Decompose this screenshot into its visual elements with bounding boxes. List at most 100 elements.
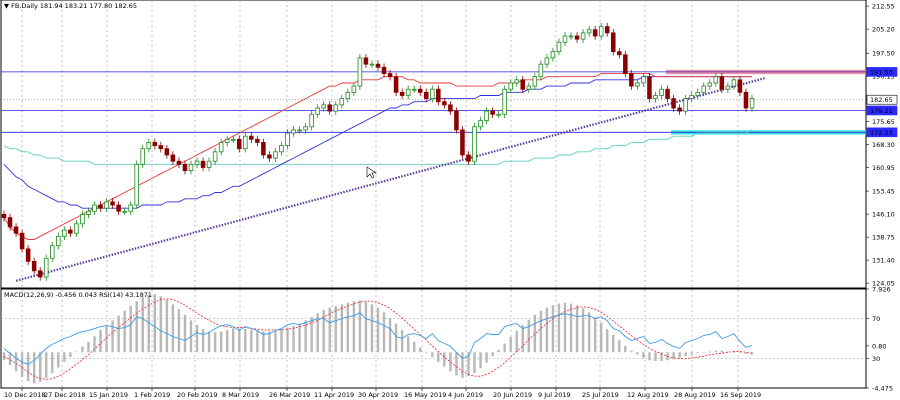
macd-histogram-bar bbox=[419, 347, 422, 353]
candle bbox=[550, 51, 556, 59]
mouse-cursor-icon bbox=[366, 166, 377, 179]
candle bbox=[327, 104, 333, 112]
candle bbox=[369, 63, 375, 66]
candle bbox=[134, 163, 139, 206]
candle bbox=[442, 101, 447, 106]
indicator-pane-frame bbox=[0, 288, 867, 389]
candle bbox=[707, 82, 713, 87]
macd-histogram-bar bbox=[63, 352, 66, 362]
price-tick-label: 190.15 bbox=[872, 73, 895, 81]
candle bbox=[749, 98, 755, 109]
macd-histogram-bar bbox=[69, 352, 72, 358]
macd-histogram-bar bbox=[738, 352, 742, 354]
candle bbox=[502, 88, 507, 115]
date-label: 20 Jun 2019 bbox=[493, 391, 532, 399]
candle bbox=[236, 138, 242, 150]
macd-histogram-bar bbox=[569, 303, 573, 353]
macd-histogram-bar bbox=[394, 323, 398, 353]
macd-histogram-bar bbox=[406, 336, 410, 353]
date-label: 10 Dec 2018 bbox=[4, 391, 46, 399]
candle bbox=[496, 113, 501, 116]
macd-histogram-bar bbox=[316, 313, 319, 353]
candle bbox=[586, 29, 592, 34]
candle bbox=[731, 79, 737, 87]
date-label: 26 Mar 2019 bbox=[269, 391, 310, 399]
macd-histogram-bar bbox=[123, 310, 126, 353]
macd-histogram-bar bbox=[624, 345, 627, 353]
macd-histogram-bar bbox=[382, 312, 386, 353]
macd-histogram-bar bbox=[14, 352, 18, 372]
candle bbox=[122, 210, 127, 213]
macd-histogram-bar bbox=[684, 352, 687, 357]
date-label: 25 Jul 2019 bbox=[582, 391, 619, 399]
candle bbox=[363, 57, 369, 65]
macd-histogram-bar bbox=[618, 340, 621, 353]
macd-histogram-bar bbox=[177, 309, 181, 353]
macd-histogram-bar bbox=[32, 352, 36, 384]
macd-histogram-bar bbox=[714, 350, 718, 353]
macd-histogram-bar bbox=[654, 352, 657, 362]
candle bbox=[743, 91, 749, 109]
candle bbox=[725, 85, 731, 90]
indicator-tick-label: 0.80 bbox=[872, 342, 886, 350]
candle bbox=[68, 229, 73, 234]
macd-histogram-bar bbox=[135, 301, 138, 353]
candle bbox=[333, 104, 339, 112]
candle bbox=[13, 226, 19, 234]
candle bbox=[170, 154, 176, 162]
price-tick-label: 212.55 bbox=[872, 3, 895, 11]
price-tick-label: 146.10 bbox=[872, 211, 895, 219]
candle bbox=[49, 245, 55, 259]
candle bbox=[98, 204, 103, 209]
macd-histogram-bar bbox=[557, 303, 561, 353]
candle bbox=[556, 41, 562, 53]
macd-histogram-bar bbox=[479, 352, 482, 369]
candle bbox=[737, 79, 743, 93]
candle bbox=[152, 142, 158, 146]
candle bbox=[37, 270, 43, 278]
candle bbox=[243, 135, 248, 150]
date-label: 15 Jan 2019 bbox=[89, 391, 128, 399]
macd-histogram-bar bbox=[503, 343, 506, 353]
candle bbox=[315, 107, 320, 115]
macd-histogram-bar bbox=[696, 352, 699, 354]
candle bbox=[466, 154, 471, 162]
date-label: 11 Apr 2019 bbox=[314, 391, 354, 399]
macd-histogram-bar bbox=[87, 341, 90, 353]
macd-histogram-bar bbox=[286, 327, 289, 353]
macd-histogram-bar bbox=[485, 352, 488, 363]
candle bbox=[562, 35, 568, 43]
macd-histogram-bar bbox=[26, 352, 30, 382]
date-label: 20 Feb 2019 bbox=[177, 391, 217, 399]
candle bbox=[544, 57, 550, 65]
candle bbox=[641, 76, 646, 84]
price-tick-label: 138.75 bbox=[872, 234, 895, 242]
macd-histogram-bar bbox=[587, 312, 591, 353]
indicator-tick-label: -4.475 bbox=[872, 385, 893, 393]
date-label: 27 Dec 2018 bbox=[44, 391, 86, 399]
candle bbox=[629, 73, 634, 87]
candle bbox=[128, 204, 133, 212]
macd-histogram-bar bbox=[449, 352, 452, 372]
candle bbox=[592, 29, 598, 37]
candle bbox=[56, 235, 61, 247]
candle bbox=[526, 85, 532, 90]
macd-histogram-bar bbox=[431, 352, 434, 358]
macd-histogram-bar bbox=[690, 352, 693, 355]
candle bbox=[321, 104, 326, 109]
candle bbox=[182, 163, 188, 172]
price-tick-label: 168.30 bbox=[872, 141, 895, 149]
candle bbox=[357, 57, 363, 87]
macd-histogram-bar bbox=[219, 331, 223, 353]
candle bbox=[255, 138, 260, 143]
price-badge-label: 182.65 bbox=[870, 96, 893, 104]
collapse-triangle-icon[interactable]: ▼ bbox=[4, 2, 9, 10]
candle bbox=[19, 232, 25, 250]
macd-histogram-bar bbox=[612, 334, 615, 353]
macd-histogram-bar bbox=[581, 308, 585, 353]
date-label: 16 May 2019 bbox=[404, 391, 446, 399]
macd-histogram-bar bbox=[304, 320, 307, 353]
